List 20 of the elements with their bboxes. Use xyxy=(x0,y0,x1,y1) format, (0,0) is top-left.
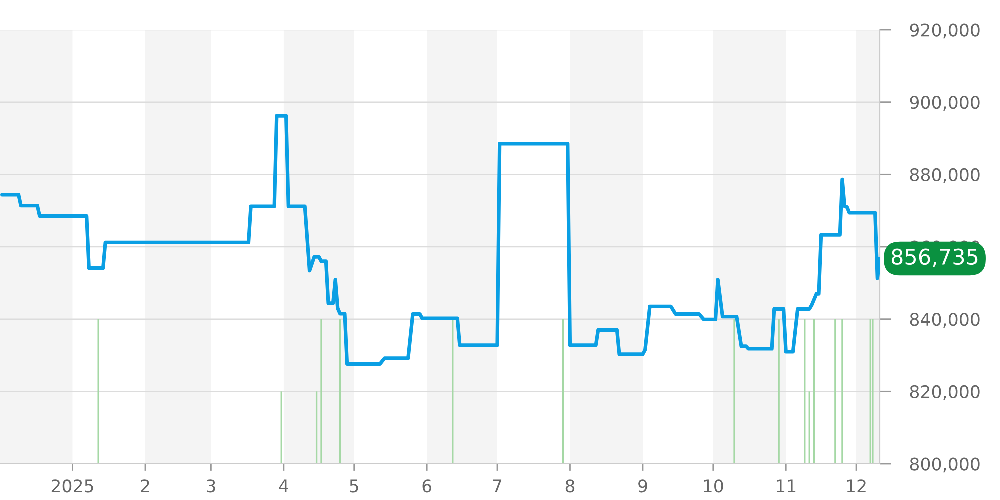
x-tick-label: 3 xyxy=(207,480,216,493)
x-tick-label: 9 xyxy=(638,480,648,493)
x-tick-label: 2 xyxy=(141,480,150,492)
x-tick-label: 4 xyxy=(279,480,288,492)
x-tick-label: 8 xyxy=(566,480,575,493)
x-tick-label: 12 xyxy=(847,480,866,492)
x-tick-label: 6 xyxy=(422,480,432,493)
annotation: 856,735 xyxy=(892,248,978,268)
y-tick-label: 900,000 xyxy=(910,96,980,111)
x-tick-label: 5 xyxy=(350,480,358,493)
x-tick-label: 7 xyxy=(493,480,502,492)
y-tick-label: 800,000 xyxy=(910,458,980,473)
y-tick-label: 820,000 xyxy=(910,385,980,400)
x-tick-label: 10 xyxy=(704,480,724,493)
y-tick-label: 880,000 xyxy=(910,168,980,184)
line-series xyxy=(0,114,880,366)
x-tick-label: 2025 xyxy=(52,480,94,493)
y-tick-label: 840,000 xyxy=(910,313,980,328)
x-tick-label: 11 xyxy=(776,480,796,492)
y-tick-label: 920,000 xyxy=(910,24,980,39)
